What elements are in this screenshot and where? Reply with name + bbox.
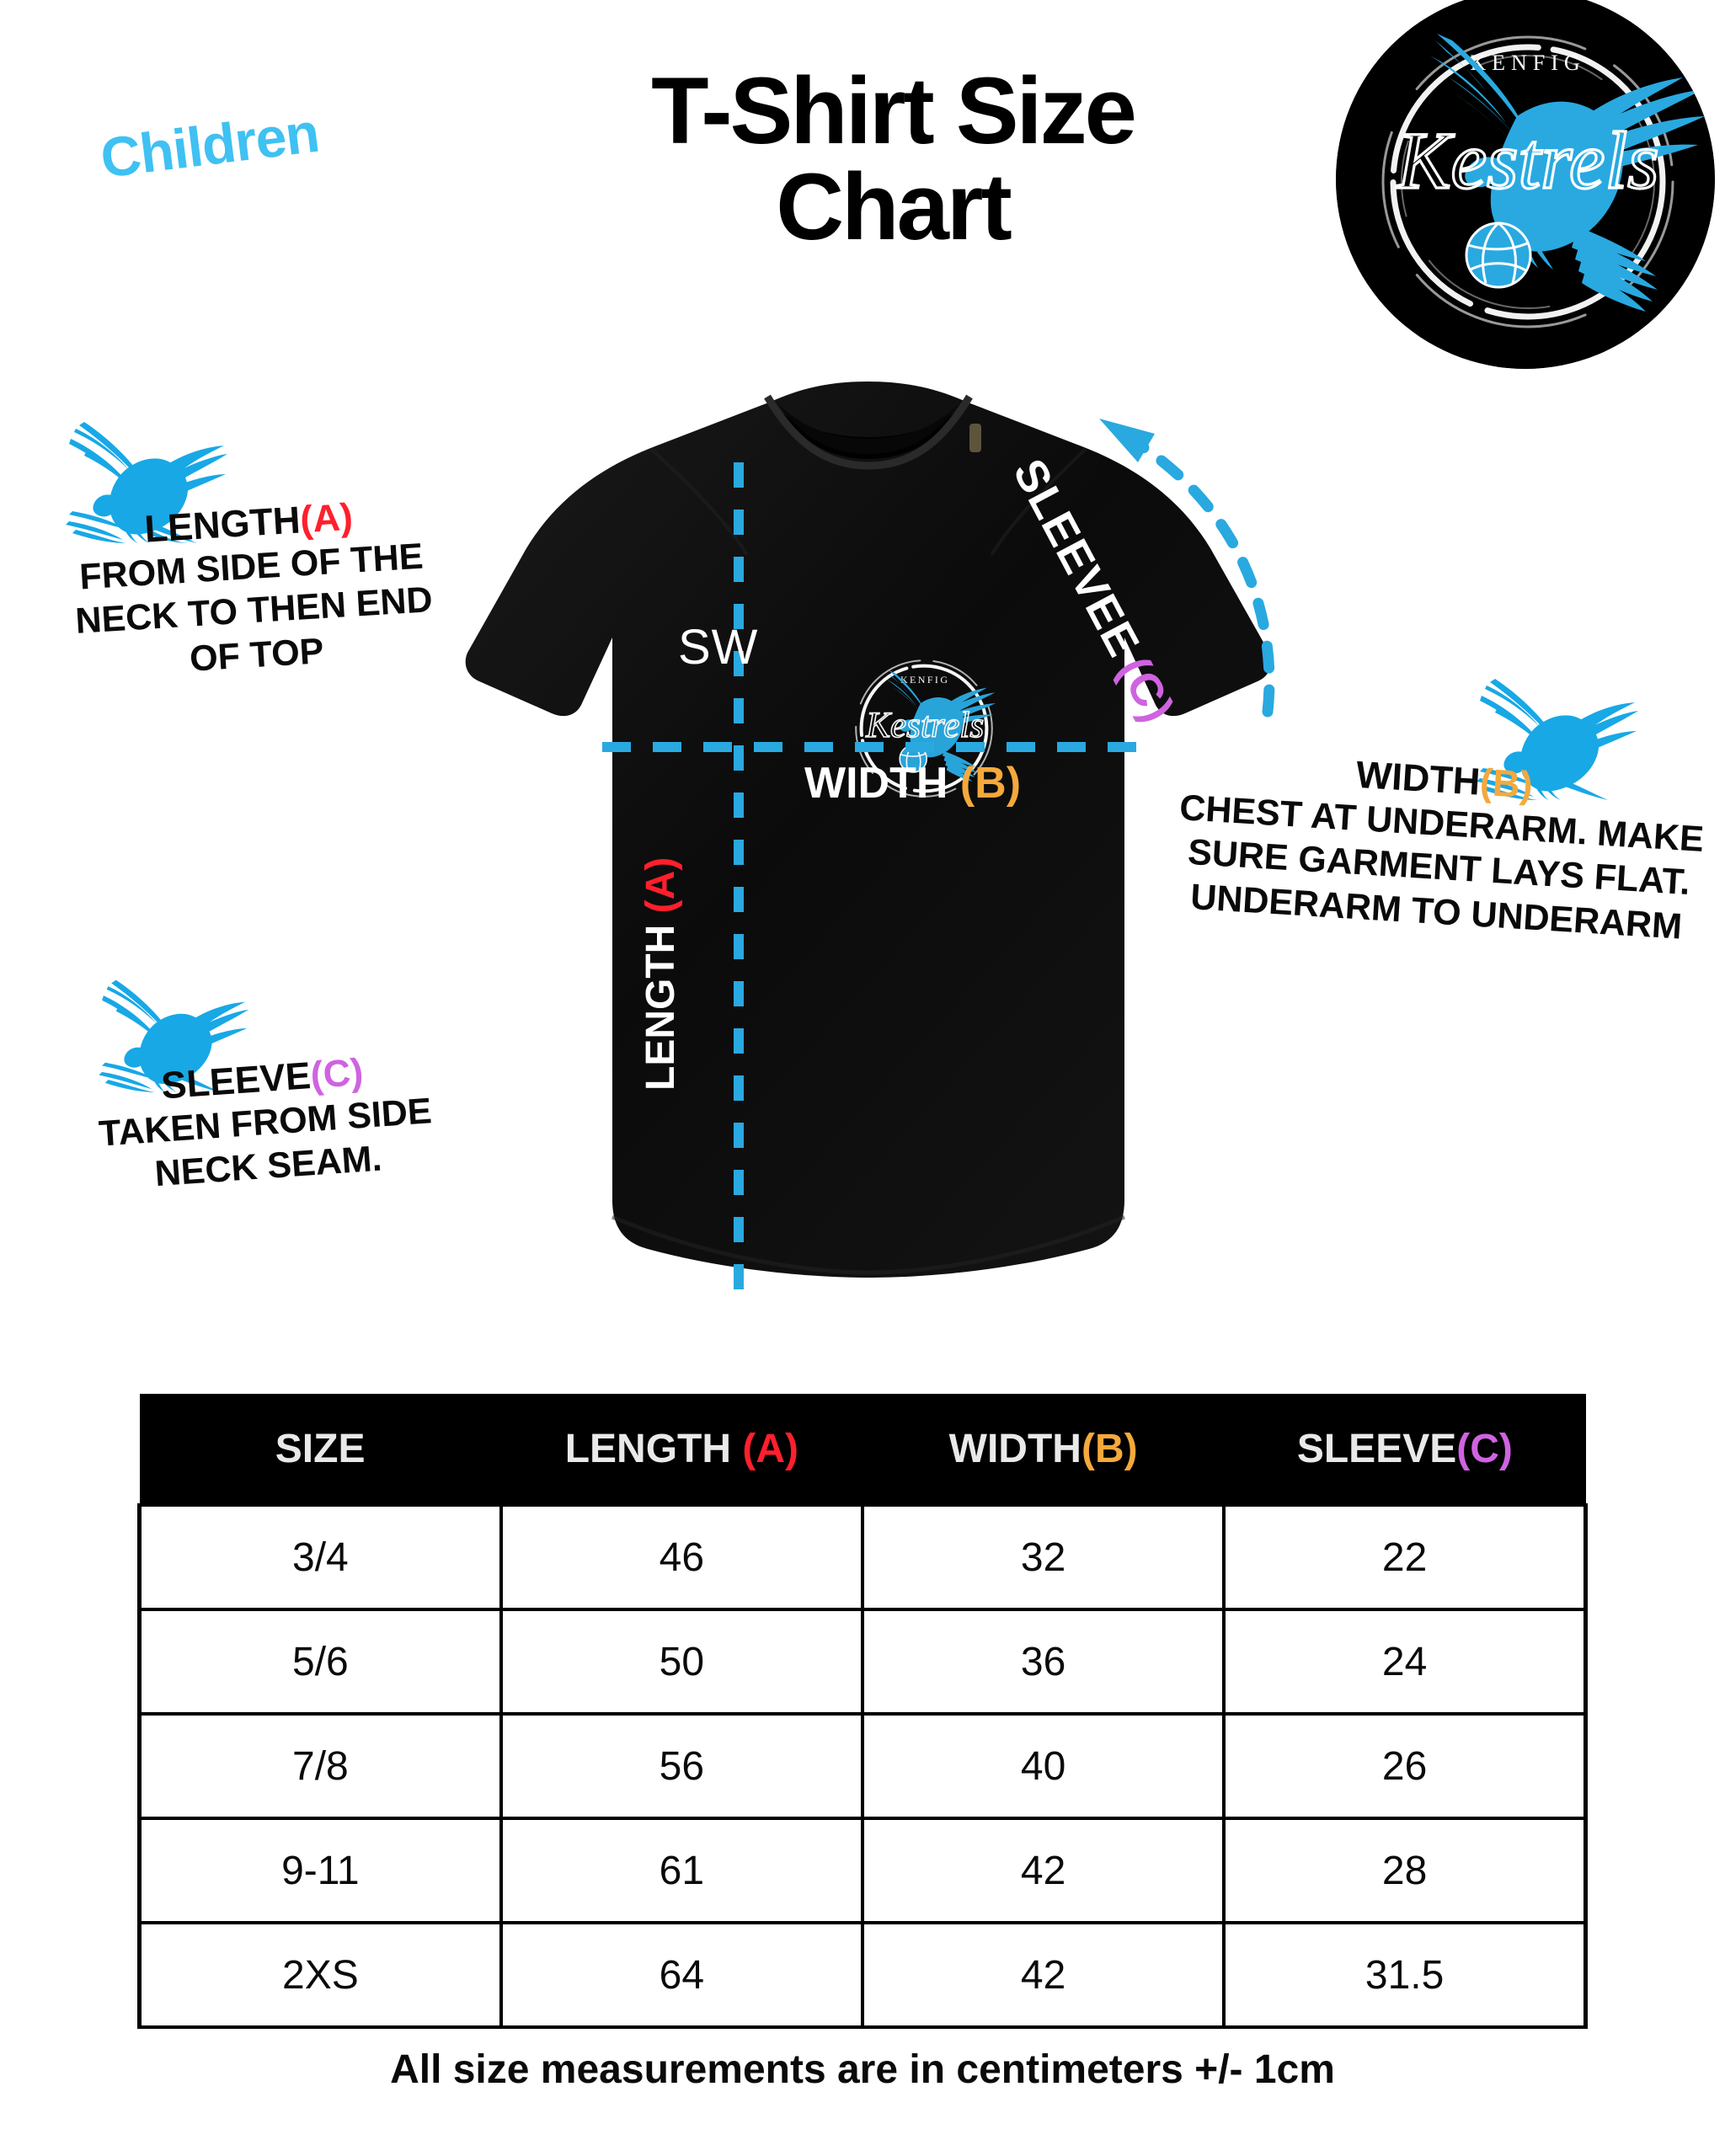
table-row: 2XS 64 42 31.5 [136, 1921, 1589, 2029]
logo-club-name: KENFIG [1470, 51, 1585, 75]
page-title-line2: Chart [776, 154, 1012, 260]
column-header-length-text: LENGTH [564, 1426, 743, 1471]
svg-text:KENFIG: KENFIG [900, 674, 949, 686]
kestrel-icon [66, 422, 227, 543]
shoulder-width-label: SW [678, 620, 759, 675]
column-header-width: WIDTH(B) [862, 1394, 1225, 1505]
cell-length: 61 [499, 1817, 865, 1924]
cell-sleeve: 31.5 [1222, 1921, 1589, 2029]
cell-sleeve: 28 [1222, 1817, 1589, 1924]
width-measure-label: WIDTH (B) [804, 758, 1021, 808]
length-measure-text: LENGTH [638, 913, 683, 1091]
page-title: T-Shirt Size Chart [505, 58, 1280, 260]
length-measure-label: LENGTH (A) [638, 857, 684, 1091]
logo-script-name: Kestrels [1395, 115, 1658, 205]
column-header-length: LENGTH (A) [500, 1394, 862, 1505]
cell-sleeve: 24 [1222, 1608, 1589, 1716]
volleyball-icon [1465, 221, 1532, 289]
cell-width: 42 [860, 1817, 1226, 1924]
column-header-sleeve-text: SLEEVE [1296, 1426, 1457, 1471]
table-row: 9-11 61 42 28 [136, 1817, 1589, 1924]
annotation-length: LENGTH(A) FROM SIDE OF THE NECK TO THEN … [45, 489, 460, 690]
kestrel-icon [99, 979, 248, 1092]
width-measure-text: WIDTH [804, 759, 960, 808]
column-header-size: SIZE [139, 1394, 501, 1505]
column-header-size-text: SIZE [275, 1426, 366, 1471]
cell-size: 9-11 [136, 1817, 503, 1924]
table-row: 7/8 56 40 26 [136, 1712, 1589, 1820]
annotation-width-title-code: (B) [1478, 760, 1535, 807]
tshirt-collar-shape [771, 402, 966, 459]
svg-text:Kestrels: Kestrels [865, 706, 984, 745]
table-header-row: SIZE LENGTH (A) WIDTH(B) SLEEVE(C) [139, 1394, 1586, 1505]
sleeve-arrow-head [1099, 419, 1155, 462]
column-header-width-code: (B) [1081, 1426, 1138, 1471]
cell-length: 56 [499, 1712, 865, 1820]
club-logo-badge: KENFIG [1336, 0, 1715, 369]
kestrel-bird-shape [1430, 34, 1705, 312]
column-header-length-code: (A) [742, 1426, 799, 1471]
cell-size: 2XS [136, 1921, 503, 2029]
table-row: 5/6 50 36 24 [136, 1608, 1589, 1716]
cell-width: 42 [860, 1921, 1226, 2029]
length-measure-code: (A) [638, 857, 683, 914]
annotation-sleeve: SLEEVE(C) TAKEN FROM SIDE NECK SEAM. [76, 1044, 455, 1202]
kestrel-icon [1477, 679, 1638, 800]
column-header-sleeve: SLEEVE(C) [1224, 1394, 1586, 1505]
cell-size: 3/4 [136, 1503, 503, 1611]
cell-width: 36 [860, 1608, 1226, 1716]
measurement-footnote: All size measurements are in centimeters… [390, 2047, 1335, 2092]
cell-width: 40 [860, 1712, 1226, 1820]
category-label: Children [97, 100, 323, 189]
cell-length: 46 [499, 1503, 865, 1611]
table-row: 3/4 46 32 22 [136, 1503, 1589, 1611]
annotation-length-body: FROM SIDE OF THE NECK TO THEN END OF TOP [74, 536, 434, 680]
kestrel-badge-icon: KENFIG [1336, 0, 1715, 369]
cell-length: 50 [499, 1608, 865, 1716]
cell-sleeve: 26 [1222, 1712, 1589, 1820]
table-body: 3/4 46 32 22 5/6 50 36 24 7/8 56 40 26 9… [136, 1503, 1589, 2029]
cell-sleeve: 22 [1222, 1503, 1589, 1611]
annotation-sleeve-title-code: (C) [308, 1049, 365, 1097]
tshirt-diagram: KENFIG [459, 375, 1284, 1335]
column-header-width-text: WIDTH [948, 1426, 1081, 1471]
tshirt-body-shape [465, 382, 1272, 1278]
width-measure-code: (B) [959, 759, 1022, 808]
page-title-line1: T-Shirt Size [651, 58, 1137, 163]
cell-length: 64 [499, 1921, 865, 2029]
cell-width: 32 [860, 1503, 1226, 1611]
sleeve-arrow-curve [1127, 435, 1275, 718]
size-chart-table: SIZE LENGTH (A) WIDTH(B) SLEEVE(C) 3/4 4… [136, 1394, 1589, 2029]
cell-size: 7/8 [136, 1712, 503, 1820]
annotation-width-title-text: WIDTH [1354, 752, 1482, 803]
column-header-sleeve-code: (C) [1456, 1426, 1513, 1471]
cell-size: 5/6 [136, 1608, 503, 1716]
annotation-width: WIDTH(B) CHEST AT UNDERARM. MAKE SURE GA… [1166, 742, 1715, 951]
annotation-length-title-code: (A) [298, 494, 355, 542]
